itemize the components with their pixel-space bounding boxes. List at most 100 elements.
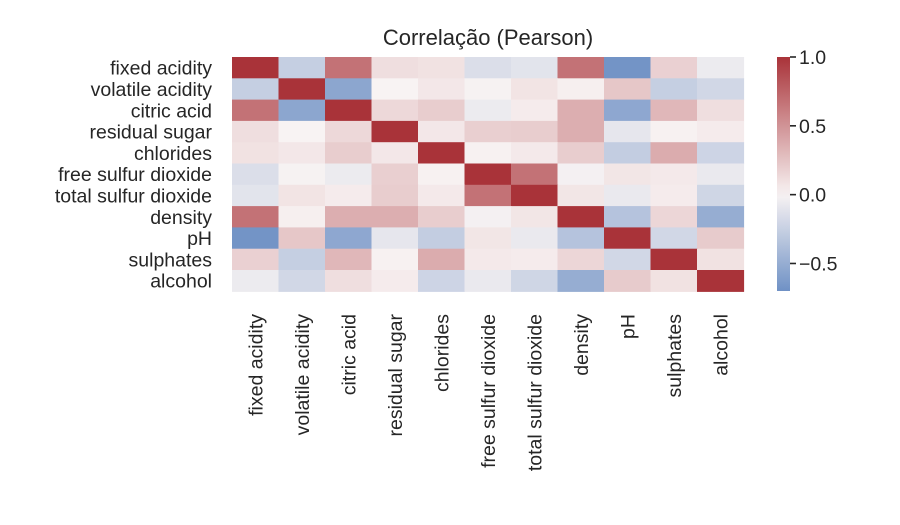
column-label: volatile acidity	[292, 314, 314, 436]
row-label: alcohol	[150, 271, 212, 293]
heatmap-cell-7-7	[557, 206, 605, 228]
heatmap-cell-7-6	[511, 206, 559, 228]
column-label: fixed acidity	[245, 314, 267, 416]
heatmap-cell-1-10	[697, 78, 745, 101]
heatmap-cell-6-5	[464, 184, 512, 207]
heatmap-cell-3-0	[232, 120, 280, 143]
heatmap-cell-8-5	[464, 227, 512, 250]
heatmap-cell-5-5	[464, 163, 512, 186]
heatmap-cell-0-4	[418, 57, 466, 79]
heatmap-cell-2-4	[418, 99, 466, 122]
heatmap-cell-5-4	[418, 163, 466, 186]
heatmap-cell-2-10	[697, 99, 745, 122]
heatmap-cell-6-1	[278, 184, 326, 207]
heatmap-cell-0-0	[232, 57, 280, 79]
heatmap-cell-10-9	[650, 270, 698, 292]
heatmap-cell-7-10	[697, 206, 745, 228]
heatmap-cell-10-1	[278, 270, 326, 292]
heatmap-cell-9-4	[418, 248, 466, 271]
heatmap-cell-10-2	[325, 270, 373, 292]
heatmap-cell-3-3	[371, 120, 419, 143]
heatmap-cell-10-6	[511, 270, 559, 292]
heatmap-cell-8-6	[511, 227, 559, 250]
heatmap-cell-1-2	[325, 78, 373, 101]
heatmap-cell-8-8	[604, 227, 652, 250]
heatmap-cell-5-1	[278, 163, 326, 186]
heatmap-cell-4-10	[697, 142, 745, 165]
heatmap-cell-0-8	[604, 57, 652, 79]
heatmap-cell-3-7	[557, 120, 605, 143]
heatmap-cell-2-2	[325, 99, 373, 122]
heatmap-cell-3-4	[418, 120, 466, 143]
heatmap-cell-9-3	[371, 248, 419, 271]
heatmap-cell-6-9	[650, 184, 698, 207]
heatmap-cell-1-1	[278, 78, 326, 101]
column-label: pH	[617, 314, 639, 339]
heatmap-cell-5-9	[650, 163, 698, 186]
colorbar-gradient	[777, 57, 790, 291]
row-label: citric acid	[131, 100, 212, 122]
heatmap-cell-3-1	[278, 120, 326, 143]
heatmap-cell-4-0	[232, 142, 280, 165]
heatmap-cell-6-6	[511, 184, 559, 207]
heatmap-cell-3-10	[697, 120, 745, 143]
heatmap-cell-0-3	[371, 57, 419, 79]
heatmap-cells	[232, 57, 745, 292]
heatmap-cell-1-8	[604, 78, 652, 101]
heatmap-cell-4-1	[278, 142, 326, 165]
column-label: citric acid	[338, 314, 360, 395]
heatmap-cell-9-1	[278, 248, 326, 271]
row-label: chlorides	[134, 143, 212, 165]
heatmap-cell-7-5	[464, 206, 512, 228]
heatmap-cell-6-3	[371, 184, 419, 207]
heatmap-cell-6-4	[418, 184, 466, 207]
heatmap-cell-10-4	[418, 270, 466, 292]
heatmap-cell-4-6	[511, 142, 559, 165]
heatmap-cell-8-10	[697, 227, 745, 250]
heatmap-cell-0-1	[278, 57, 326, 79]
heatmap-cell-2-9	[650, 99, 698, 122]
column-label: free sulfur dioxide	[478, 314, 500, 468]
column-labels: fixed acidity volatile acidity citric acid…	[245, 313, 732, 471]
heatmap-cell-0-6	[511, 57, 559, 79]
heatmap-cell-1-4	[418, 78, 466, 101]
row-label: density	[150, 207, 212, 229]
column-label: residual sugar	[385, 313, 407, 436]
row-label: fixed acidity	[110, 58, 212, 80]
heatmap-cell-10-0	[232, 270, 280, 292]
colorbar-tick-label: 1.0	[799, 47, 826, 69]
heatmap-cell-9-0	[232, 248, 280, 271]
heatmap-cell-9-10	[697, 248, 745, 271]
heatmap-cell-2-0	[232, 99, 280, 122]
heatmap-cell-1-7	[557, 78, 605, 101]
colorbar: 1.0 0.5 0.0 −0.5	[777, 47, 838, 291]
heatmap-cell-2-3	[371, 99, 419, 122]
heatmap-cell-4-5	[464, 142, 512, 165]
row-label: residual sugar	[90, 122, 213, 144]
heatmap-cell-7-0	[232, 206, 280, 228]
heatmap-cell-9-9	[650, 248, 698, 271]
column-label: alcohol	[710, 314, 732, 376]
heatmap-cell-8-9	[650, 227, 698, 250]
heatmap-cell-8-3	[371, 227, 419, 250]
heatmap-cell-3-9	[650, 120, 698, 143]
heatmap-cell-5-8	[604, 163, 652, 186]
heatmap-cell-0-7	[557, 57, 605, 79]
heatmap-cell-3-6	[511, 120, 559, 143]
heatmap-cell-1-3	[371, 78, 419, 101]
heatmap-cell-8-0	[232, 227, 280, 250]
heatmap-cell-9-8	[604, 248, 652, 271]
heatmap-cell-9-2	[325, 248, 373, 271]
heatmap-cell-7-2	[325, 206, 373, 228]
row-label: volatile acidity	[91, 79, 213, 101]
row-label: total sulfur dioxide	[55, 185, 212, 207]
heatmap-cell-7-8	[604, 206, 652, 228]
heatmap-cell-3-8	[604, 120, 652, 143]
heatmap-cell-5-10	[697, 163, 745, 186]
heatmap-cell-4-4	[418, 142, 466, 165]
heatmap-cell-6-0	[232, 184, 280, 207]
heatmap-cell-5-0	[232, 163, 280, 186]
heatmap-cell-8-1	[278, 227, 326, 250]
